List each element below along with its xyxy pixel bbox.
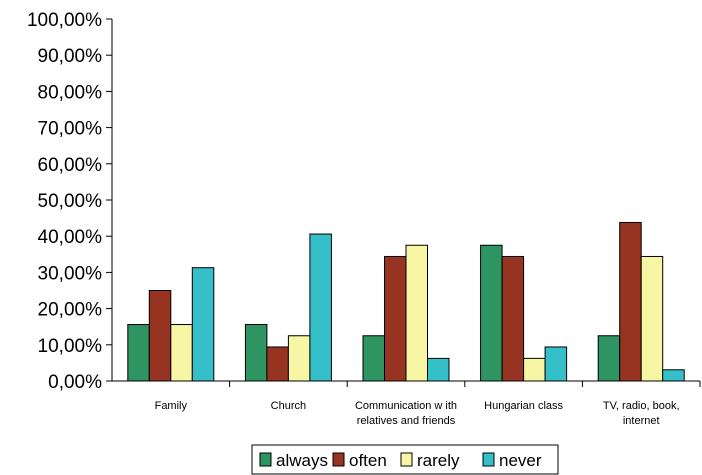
bar-often (619, 221, 642, 382)
bar-rarely (405, 244, 428, 382)
bar-never (309, 233, 332, 382)
y-tick-label: 80,00% (38, 82, 103, 103)
legend-label-often: often (349, 451, 387, 470)
x-axis-labels: Family Church Communication w ith relatives… (155, 400, 680, 427)
bar-never (662, 369, 685, 382)
bar-often (148, 290, 172, 382)
y-tick-label: 60,00% (38, 155, 103, 176)
bar-always (362, 335, 385, 382)
bar-always (244, 324, 268, 382)
legend-swatch-rarely (400, 452, 413, 467)
bar-rarely (287, 335, 311, 382)
y-axis-ticks: 0,00% 10,00% 20,00% 30,00% 40,00% 50,00% 60,00… (27, 10, 112, 393)
y-tick-label: 0,00% (48, 372, 102, 393)
bar-rarely (170, 324, 193, 382)
category-label: Communication w ith relatives and friends (355, 400, 457, 427)
axes (111, 19, 701, 387)
y-tick-label: 40,00% (38, 227, 103, 248)
bar-never (544, 346, 568, 382)
y-tick-label: 50,00% (38, 191, 103, 212)
bar-often (384, 255, 407, 382)
legend-swatch-often (332, 452, 345, 467)
bar-always (597, 335, 621, 382)
legend-label-always: always (276, 451, 328, 470)
category-label: Family (155, 400, 188, 412)
category-label: Church (271, 400, 306, 412)
legend: always often rarely never (251, 444, 559, 475)
legend-label-never: never (499, 451, 542, 470)
bar-often (501, 255, 525, 382)
category-label: Hungarian class (484, 400, 563, 412)
bar-series (127, 221, 685, 382)
legend-label-rarely: rarely (417, 451, 460, 470)
legend-swatch-never (482, 452, 495, 467)
legend-swatch-always (259, 452, 272, 467)
bar-never (427, 357, 450, 382)
y-tick-label: 70,00% (38, 119, 103, 140)
y-tick-label: 100,00% (27, 10, 102, 31)
bar-rarely (523, 357, 546, 382)
y-tick-label: 20,00% (38, 300, 103, 321)
y-tick-label: 90,00% (38, 46, 103, 67)
bar-never (191, 267, 215, 382)
bar-often (266, 346, 289, 382)
bar-always (127, 324, 150, 382)
category-label: TV, radio, book, internet (603, 400, 680, 427)
bar-rarely (640, 255, 664, 382)
y-tick-label: 10,00% (38, 336, 103, 357)
y-tick-label: 30,00% (38, 263, 103, 284)
bar-always (480, 244, 503, 382)
